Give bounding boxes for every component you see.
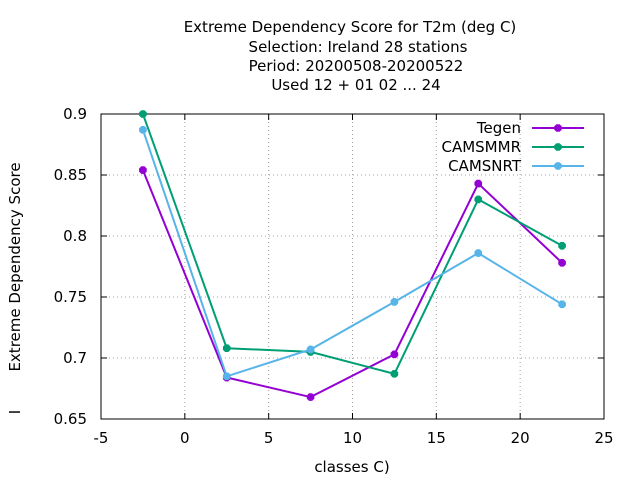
data-point (306, 393, 315, 401)
series-tegen (139, 166, 566, 401)
series-camsmmr (139, 110, 566, 378)
x-tick-label: 0 (180, 429, 190, 447)
data-point (558, 300, 566, 309)
data-point (139, 126, 147, 134)
title-line-3: Period: 20200508-20200522 (249, 57, 464, 75)
series-line (141, 113, 563, 375)
x-axis-label: classes C) (314, 458, 389, 476)
data-point (390, 350, 399, 359)
y-tick-label: 0.75 (54, 288, 87, 306)
data-point (222, 372, 231, 381)
y-tick-label: 0.65 (54, 410, 87, 428)
x-tick-label: 15 (427, 429, 446, 447)
title-line-2: Selection: Ireland 28 stations (249, 38, 468, 56)
y-tick-label: 0.9 (63, 105, 87, 123)
data-point (139, 110, 147, 118)
legend-marker (554, 143, 562, 151)
y-tick-label: 0.8 (63, 227, 87, 245)
data-point (558, 259, 566, 267)
y-axis-label-extra: I (6, 410, 24, 414)
x-tick-label: 20 (511, 429, 530, 447)
legend-item-tegen: Tegen (476, 119, 584, 137)
title-line-4: Used 12 + 01 02 ... 24 (271, 76, 440, 94)
series (139, 110, 566, 401)
chart-title: Extreme Dependency Score for T2m (deg C)… (184, 18, 517, 94)
axis-ticks: -5 0 5 10 15 20 25 0.65 0.7 0.75 0.8 0.85 0.9 (54, 105, 614, 447)
data-point (390, 370, 399, 378)
y-tick-label: 0.7 (63, 349, 87, 367)
x-tick-label: 5 (264, 429, 274, 447)
data-point (474, 195, 483, 204)
data-point (139, 166, 147, 174)
x-tick-label: -5 (94, 429, 109, 447)
grid (101, 114, 604, 419)
data-point (306, 345, 315, 354)
data-point (222, 344, 231, 353)
legend-marker (554, 124, 562, 132)
legend-item-camsnrt: CAMSNRT (448, 157, 584, 175)
legend-label: CAMSNRT (448, 157, 522, 175)
x-tick-label: 25 (594, 429, 613, 447)
data-point (390, 298, 399, 306)
data-point (474, 179, 483, 188)
x-tick-label: 10 (343, 429, 362, 447)
data-point (558, 241, 566, 250)
legend-item-camsmmr: CAMSMMR (441, 138, 584, 156)
y-tick-label: 0.85 (54, 166, 87, 184)
data-point (474, 249, 483, 257)
series-line (141, 169, 563, 399)
legend-marker (554, 162, 562, 170)
series-camsnrt (139, 126, 566, 381)
title-line-1: Extreme Dependency Score for T2m (deg C) (184, 18, 517, 36)
series-line (141, 129, 563, 378)
legend-label: Tegen (476, 119, 521, 137)
legend-label: CAMSMMR (441, 138, 521, 156)
y-axis-label: Extreme Dependency Score (6, 162, 24, 371)
